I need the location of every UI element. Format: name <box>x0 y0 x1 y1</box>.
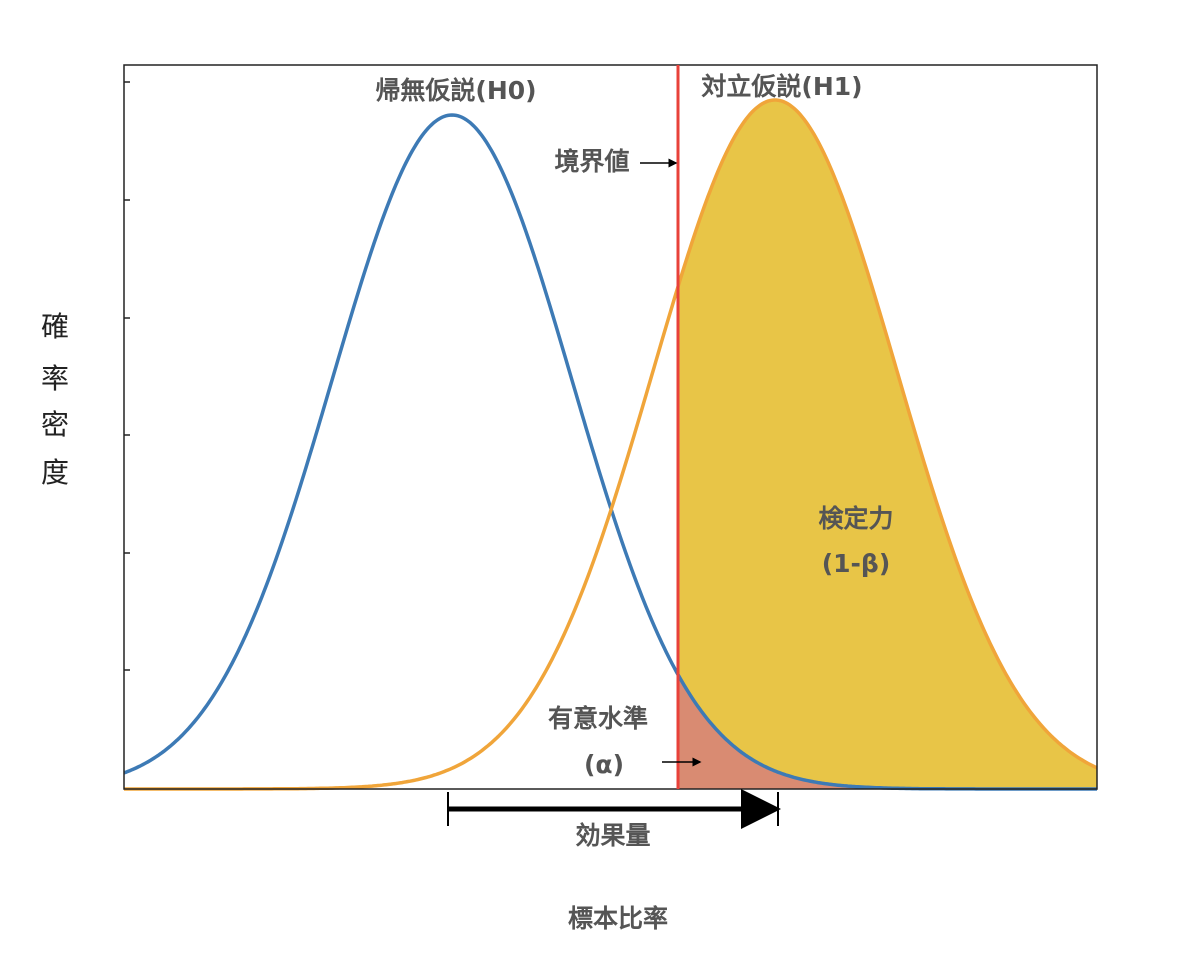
alpha-label: 有意水準 <box>548 704 648 733</box>
power-label: 検定力 <box>818 504 893 533</box>
alpha-area <box>678 674 1097 789</box>
h1-label: 対立仮説(H1) <box>701 72 862 101</box>
x-axis-label: 標本比率 <box>568 904 668 933</box>
y-axis-label: 密 <box>41 408 69 441</box>
plot-frame <box>123 64 1098 790</box>
threshold-label: 境界値 <box>554 147 629 176</box>
power-formula: (1-β) <box>822 549 891 578</box>
y-axis-label: 度 <box>41 456 69 489</box>
alpha-symbol: (α) <box>584 750 624 779</box>
areas <box>678 100 1097 789</box>
effect-size-label: 効果量 <box>575 821 650 850</box>
y-ticks <box>124 81 130 671</box>
y-axis-label: 確 <box>41 310 69 343</box>
power-area <box>678 100 1097 789</box>
y-axis-label: 率 <box>41 362 69 395</box>
h0-label: 帰無仮説(H0) <box>375 76 536 105</box>
